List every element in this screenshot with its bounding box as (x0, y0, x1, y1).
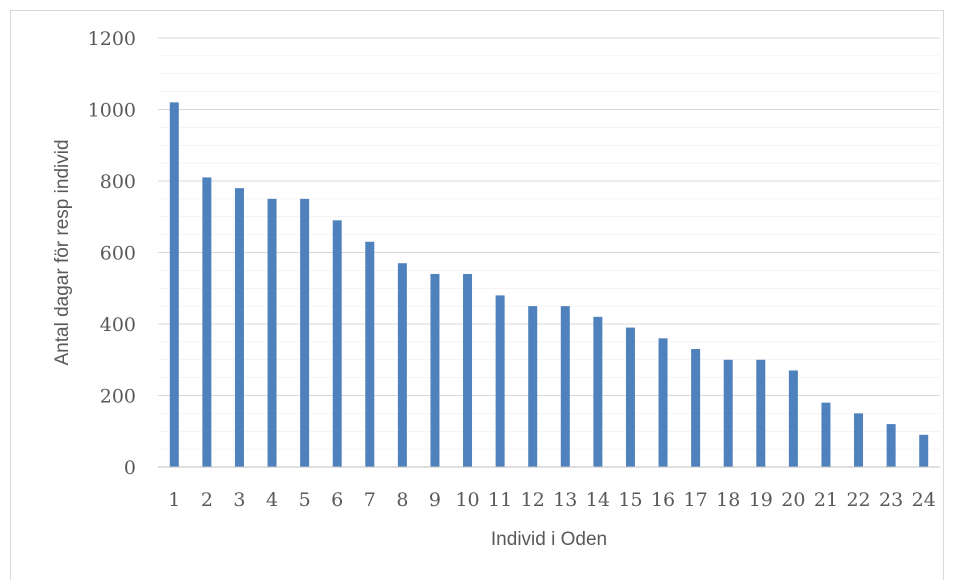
bar-18 (723, 359, 733, 467)
y-tick-label: 0 (124, 457, 136, 479)
bar-21 (821, 402, 831, 467)
x-tick-label: 20 (781, 489, 805, 511)
y-tick-label: 400 (100, 314, 136, 336)
x-tick-label: 15 (618, 489, 642, 511)
x-tick-label: 4 (266, 489, 278, 511)
bar-15 (625, 327, 635, 467)
bar-9 (430, 273, 440, 467)
bar-22 (854, 413, 864, 467)
bar-14 (593, 316, 603, 467)
gridlines (158, 37, 940, 450)
y-tick-label: 1200 (88, 28, 136, 50)
bar-2 (202, 177, 212, 468)
y-tick-labels: 0 200 400 600 800 1000 1200 (88, 28, 136, 479)
bar-6 (332, 220, 342, 467)
x-tick-label: 24 (912, 489, 936, 511)
bar-5 (300, 198, 310, 467)
x-tick-labels: 1 2 3 4 5 6 7 8 9 10 11 12 13 14 15 16 17 18 19 20 21 22 23 24 (168, 489, 936, 511)
x-tick-label: 8 (396, 489, 408, 511)
bar-23 (886, 424, 896, 467)
y-axis-title: Antal dagar för resp individ (52, 139, 73, 365)
bar-4 (267, 198, 277, 467)
x-tick-label: 10 (455, 489, 479, 511)
x-tick-label: 7 (364, 489, 376, 511)
x-tick-label: 9 (429, 489, 441, 511)
x-tick-label: 11 (488, 489, 512, 511)
y-tick-label: 800 (100, 171, 136, 193)
x-tick-label: 19 (749, 489, 773, 511)
bar-16 (658, 338, 668, 467)
bar-20 (788, 370, 798, 467)
x-tick-label: 22 (846, 489, 870, 511)
x-axis-title: Individ i Oden (491, 529, 607, 550)
x-tick-label: 23 (879, 489, 903, 511)
x-tick-label: 14 (586, 489, 610, 511)
chart-area (10, 10, 944, 580)
bar-12 (528, 306, 538, 467)
y-tick-label: 1000 (88, 100, 136, 122)
x-tick-label: 18 (716, 489, 740, 511)
x-tick-label: 12 (521, 489, 545, 511)
x-tick-label: 3 (233, 489, 245, 511)
y-tick-label: 200 (100, 386, 136, 408)
x-tick-label: 2 (201, 489, 213, 511)
bars (169, 102, 929, 468)
x-tick-label: 21 (814, 489, 838, 511)
bar-8 (397, 263, 407, 467)
x-tick-label: 5 (299, 489, 311, 511)
bar-19 (756, 359, 766, 467)
x-tick-label: 1 (168, 489, 180, 511)
bar-3 (234, 188, 244, 467)
bar-10 (463, 273, 473, 467)
bar-13 (560, 306, 570, 467)
x-tick-label: 17 (684, 489, 708, 511)
bar-7 (365, 241, 375, 467)
bar-24 (919, 434, 929, 467)
x-tick-label: 13 (553, 489, 577, 511)
y-tick-label: 600 (100, 243, 136, 265)
bar-17 (691, 349, 701, 467)
x-tick-label: 16 (651, 489, 675, 511)
x-tick-label: 6 (331, 489, 343, 511)
bar-11 (495, 295, 505, 467)
bar-1 (169, 102, 179, 467)
